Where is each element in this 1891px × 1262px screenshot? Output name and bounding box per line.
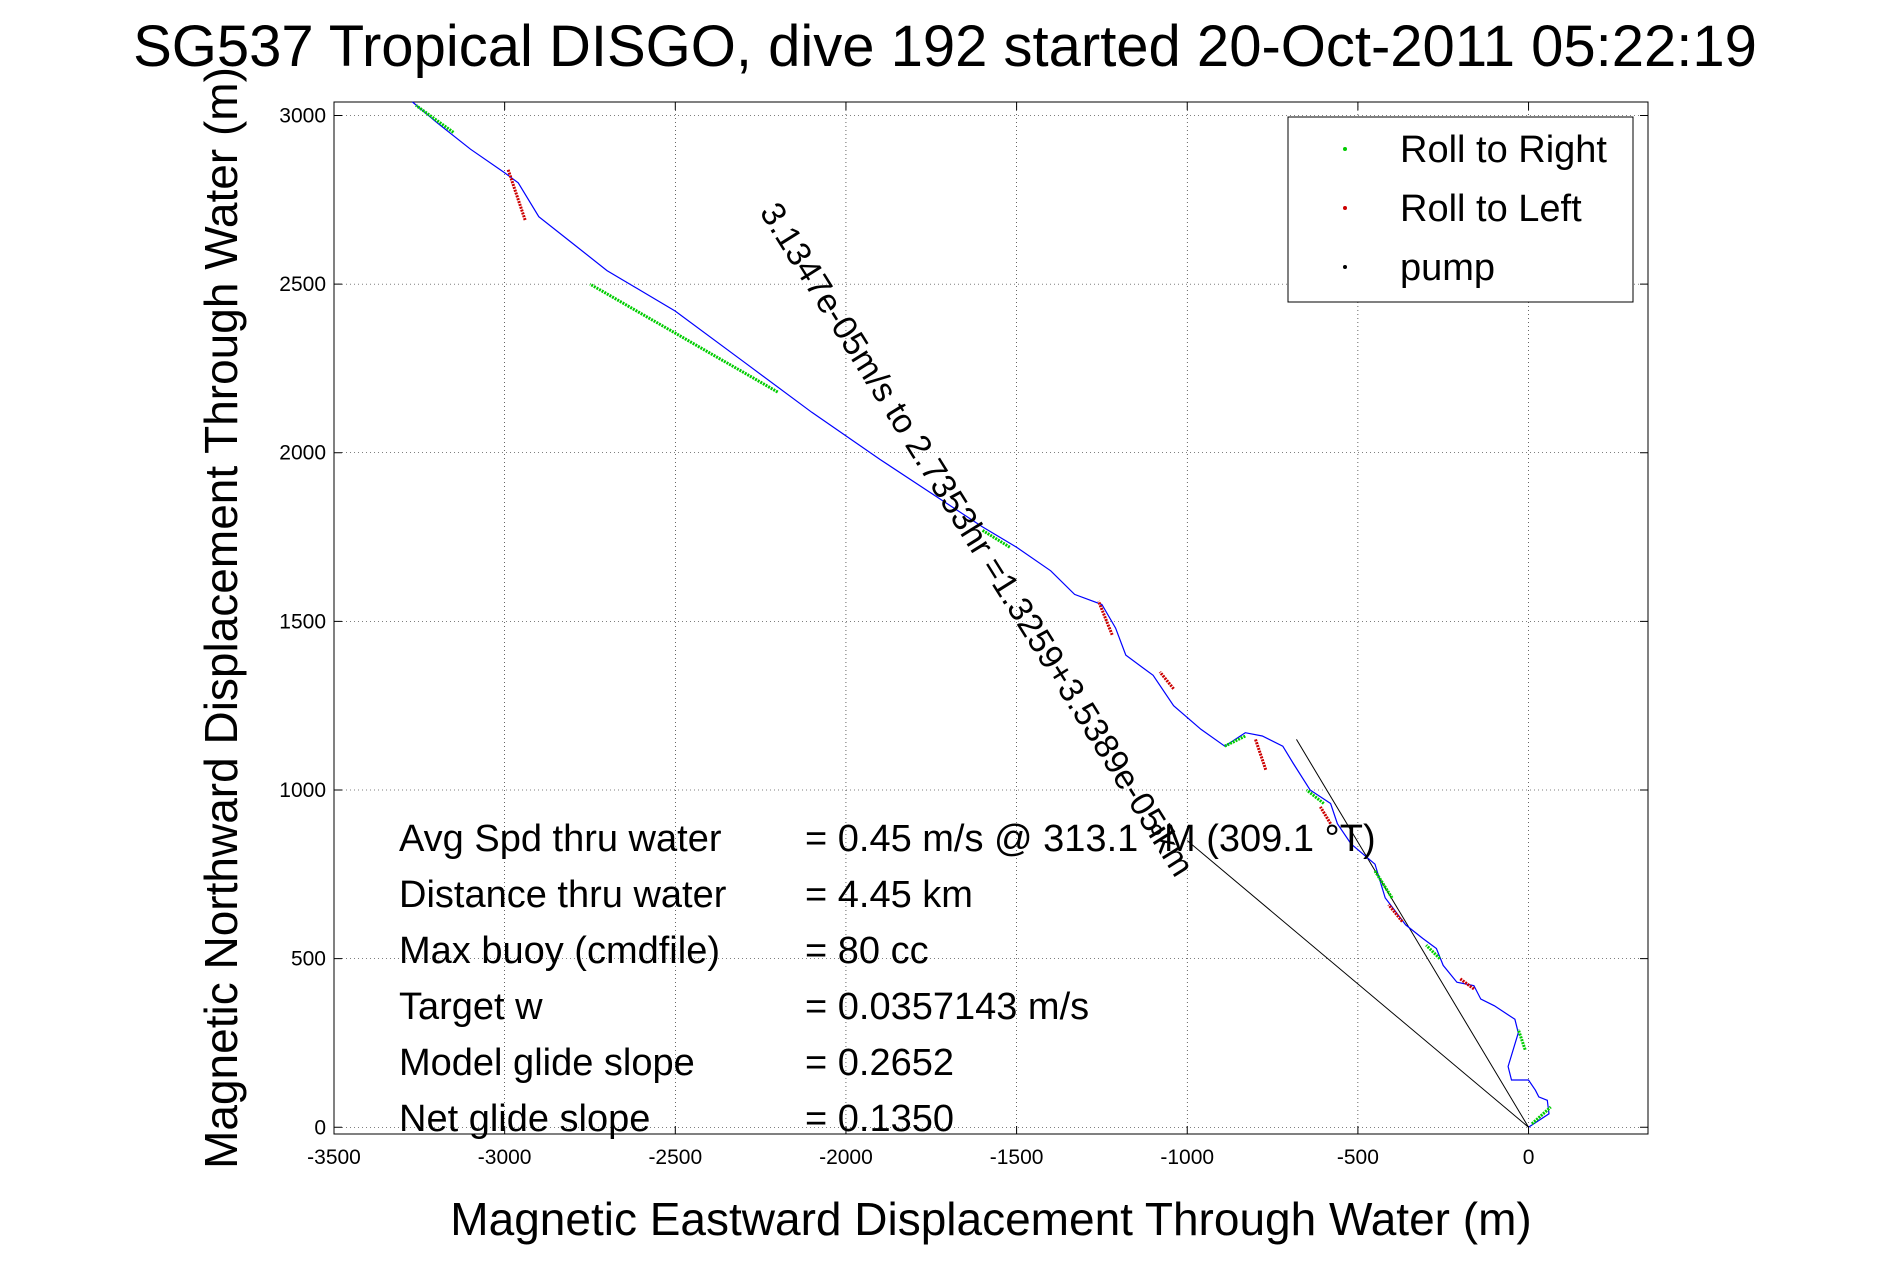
roll-right-segment [1224, 734, 1246, 748]
reference-line [1186, 840, 1529, 1128]
x-axis-label: Magnetic Eastward Displacement Through W… [450, 1193, 1531, 1245]
x-axis-ticks: -3500 -3000 -2500 -2000 -1500 -1000 -500 0 [307, 102, 1534, 1169]
roll-right-segment [1530, 1105, 1552, 1125]
stat-value: = 80 cc [805, 930, 929, 972]
roll-right-segment [1373, 870, 1394, 899]
stat-label: Target w [399, 986, 543, 1028]
stat-value: = 4.45 km [805, 874, 973, 916]
roll-left-segment [1254, 738, 1268, 771]
legend-marker [1343, 147, 1347, 151]
roll-right-segment [981, 529, 1011, 549]
legend-marker [1343, 265, 1347, 269]
legend-marker [1343, 206, 1347, 210]
roll-left-markers [506, 168, 1475, 991]
x-tick-label: -2000 [819, 1146, 873, 1169]
y-tick-label: 1000 [279, 779, 326, 802]
stat-value: = 0.2652 [805, 1042, 954, 1084]
x-tick-label: -3500 [307, 1146, 361, 1169]
y-tick-label: 3000 [279, 104, 326, 127]
legend-label: Roll to Left [1400, 188, 1582, 230]
roll-right-segment [1425, 944, 1441, 960]
legend-label: pump [1400, 247, 1495, 289]
stat-value: = 0.0357143 m/s [805, 986, 1089, 1028]
x-tick-label: -1500 [990, 1146, 1044, 1169]
legend-label: Roll to Right [1400, 129, 1607, 171]
roll-left-segment [1387, 903, 1404, 923]
roll-right-segment [1305, 788, 1325, 805]
roll-left-segment [1319, 806, 1332, 825]
track [412, 101, 1550, 1128]
x-tick-label: -3000 [478, 1146, 532, 1169]
y-axis-label: Magnetic Northward Displacement Through … [195, 67, 247, 1169]
stat-label: Max buoy (cmdfile) [399, 930, 720, 972]
y-tick-label: 0 [314, 1116, 326, 1139]
roll-right-segment [589, 282, 779, 394]
roll-right-markers [415, 104, 1552, 1125]
y-tick-label: 500 [291, 948, 326, 971]
reference-line [1296, 739, 1529, 1128]
stat-label: Distance thru water [399, 874, 727, 916]
roll-left-segment [1158, 671, 1175, 690]
x-tick-label: -2500 [648, 1146, 702, 1169]
x-tick-label: -500 [1337, 1146, 1379, 1169]
x-tick-label: 0 [1523, 1146, 1535, 1169]
roll-right-segment [415, 104, 455, 134]
y-tick-label: 2500 [279, 273, 326, 296]
y-axis-ticks: 0 500 1000 1500 2000 2500 3000 [279, 104, 1648, 1139]
chart-title: SG537 Tropical DISGO, dive 192 started 2… [133, 14, 1757, 79]
roll-left-segment [1097, 600, 1114, 636]
reference-lines [1186, 739, 1529, 1128]
stats-block: Avg Spd thru water = 0.45 m/s @ 313.1 °M … [399, 818, 1376, 1140]
y-tick-label: 1500 [279, 610, 326, 633]
stat-value: = 0.1350 [805, 1098, 954, 1140]
legend: Roll to Right Roll to Left pump [1287, 116, 1634, 303]
roll-right-segment [1516, 1028, 1527, 1051]
track-line [412, 101, 1550, 1128]
y-tick-label: 2000 [279, 442, 326, 465]
stat-label: Model glide slope [399, 1042, 695, 1084]
stat-label: Avg Spd thru water [399, 818, 722, 860]
x-tick-label: -1000 [1160, 1146, 1214, 1169]
stat-label: Net glide slope [399, 1098, 650, 1140]
stat-value: = 0.45 m/s @ 313.1 °M (309.1 °T) [805, 818, 1376, 860]
